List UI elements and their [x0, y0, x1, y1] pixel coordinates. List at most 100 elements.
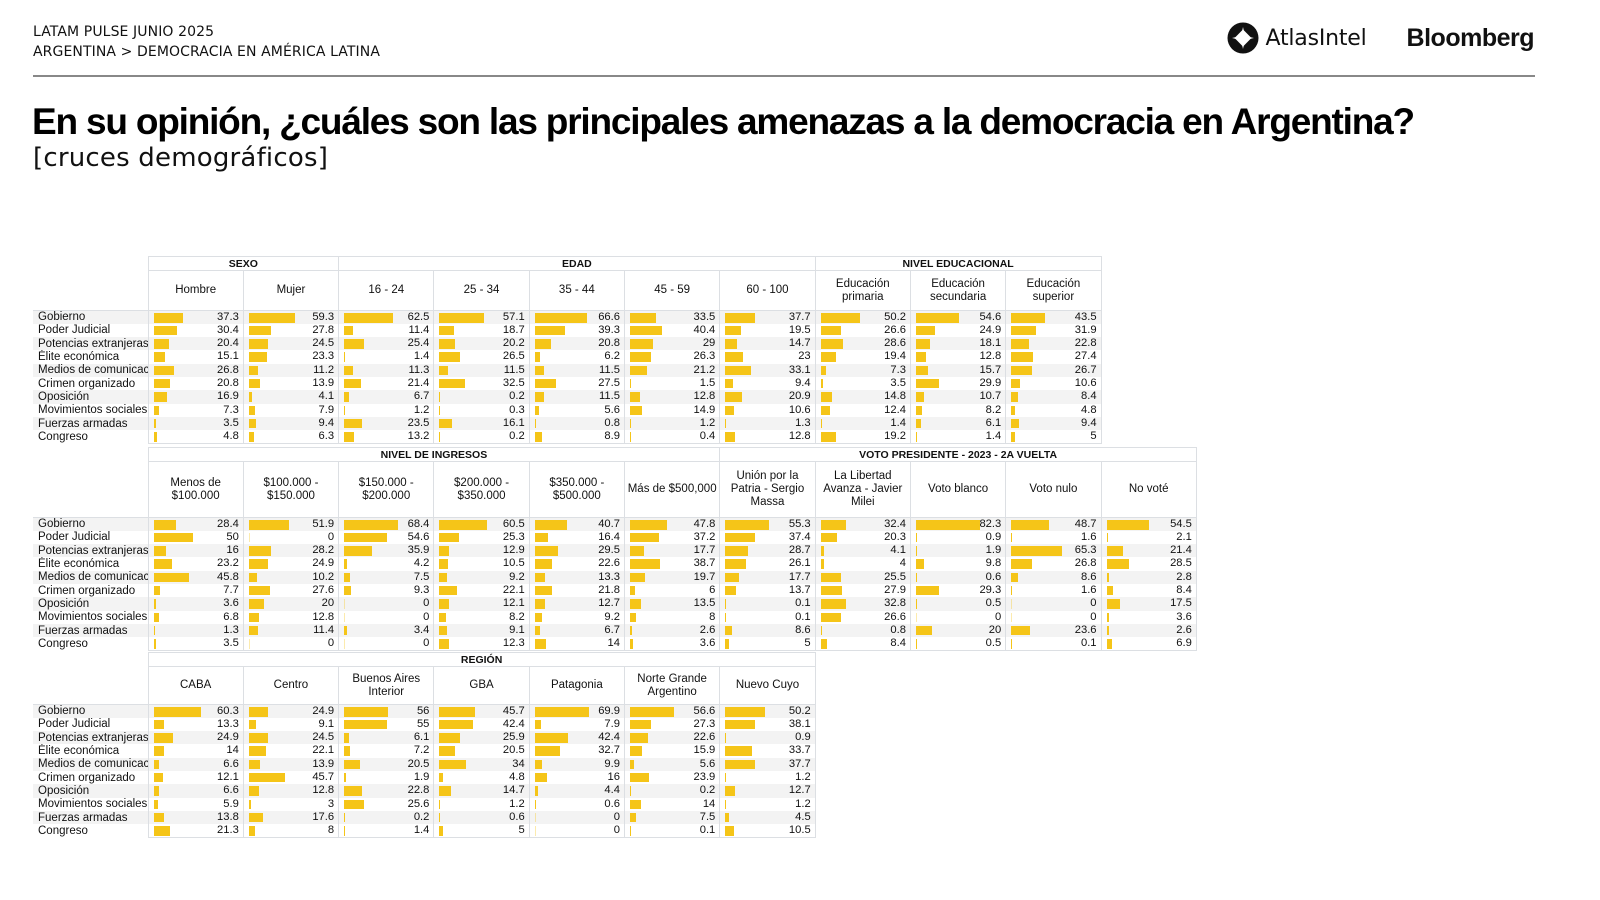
data-cell: 38.1 [719, 717, 816, 732]
data-cell: 33.1 [719, 363, 816, 377]
data-cell: 23.5 [338, 416, 435, 431]
value-label: 50.2 [788, 705, 811, 717]
value-bar [153, 559, 172, 569]
data-cell: 14 [147, 744, 244, 758]
value-bar [1011, 625, 1030, 636]
data-cell: 21.4 [1100, 544, 1197, 558]
column-header: Nuevo Cuyo [719, 666, 816, 705]
value-label: 0.6 [604, 797, 620, 810]
value-bar [915, 612, 917, 623]
value-bar [629, 826, 631, 836]
data-cell: 21.3 [147, 824, 244, 838]
table-row: Potencias extranjeras 20.4 24.5 25.4 20.2 20.… [33, 337, 1102, 351]
value-bar [534, 826, 536, 836]
table-row: Gobierno 28.4 51.9 68.4 60.5 40.7 47.8 55.3 32.4… [33, 516, 1197, 531]
row-label: Oposición [33, 390, 148, 404]
value-bar [248, 378, 260, 389]
data-cell: 51.9 [242, 516, 340, 531]
data-cell: 16.9 [147, 390, 244, 404]
value-label: 11.5 [503, 363, 525, 376]
table-row: Crimen organizado 20.8 13.9 21.4 32.5 27.5 1.5… [33, 376, 1102, 391]
data-cell: 37.7 [719, 309, 816, 324]
value-bar [820, 546, 824, 556]
value-label: 42.4 [502, 717, 525, 730]
value-label: 54.5 [1170, 518, 1192, 530]
value-label: 10.5 [502, 557, 525, 570]
value-label: 14 [702, 797, 716, 810]
value-label: 4.5 [795, 810, 811, 823]
value-bar [153, 746, 165, 756]
breadcrumb: ARGENTINA > DEMOCRACIA EN AMÉRICA LATINA [33, 44, 381, 60]
value-bar [153, 786, 159, 796]
value-bar [248, 520, 290, 530]
data-cell: 25.4 [338, 337, 435, 351]
value-label: 13.9 [312, 757, 335, 770]
data-cell: 18.7 [433, 323, 530, 338]
value-label: 0 [327, 637, 335, 650]
value-label: 14.8 [884, 390, 906, 403]
value-label: 32.8 [884, 597, 906, 610]
data-cell: 5.9 [147, 797, 244, 811]
row-label: Congreso [38, 637, 88, 650]
value-bar [725, 612, 727, 623]
value-bar [153, 585, 160, 596]
value-label: 12.7 [598, 597, 620, 610]
value-label: 38.7 [693, 557, 716, 570]
group-header: NIVEL EDUCACIONAL [814, 256, 1102, 271]
data-cell: 23.6 [1005, 623, 1102, 638]
value-bar [1106, 585, 1114, 596]
value-bar [820, 585, 843, 596]
data-cell: 28.2 [242, 544, 340, 558]
row-label: Fuerzas armadas [33, 623, 148, 638]
value-bar [629, 352, 651, 362]
value-bar [248, 733, 268, 743]
column-header: $200.000 - $350.000 [433, 461, 530, 518]
value-bar [344, 378, 361, 389]
value-bar [248, 572, 257, 583]
value-label: 20.8 [217, 376, 239, 389]
data-cell: 22.8 [338, 784, 435, 798]
data-cell: 14.7 [433, 784, 530, 798]
data-cell: 0.8 [814, 623, 911, 638]
value-bar [439, 339, 456, 349]
data-cell: 6.2 [528, 350, 625, 364]
value-bar [1011, 546, 1063, 556]
value-label: 5.6 [699, 757, 716, 770]
value-label: 9.2 [604, 610, 620, 623]
value-bar [248, 746, 267, 756]
data-cell: 22.6 [528, 557, 625, 571]
value-bar [248, 546, 271, 556]
value-bar [439, 365, 449, 376]
value-label: 1.6 [1080, 530, 1097, 543]
value-bar [915, 352, 926, 362]
data-cell: 10.5 [433, 557, 530, 571]
value-bar [534, 325, 566, 336]
data-cell: 40.7 [528, 516, 625, 531]
value-bar [439, 599, 449, 609]
data-cell: 3.5 [147, 416, 244, 431]
value-label: 13.3 [217, 717, 239, 730]
table-row: Medios de comunicac 26.8 11.2 11.3 11.5 11.5 2… [33, 363, 1102, 377]
value-bar [1011, 339, 1030, 349]
value-label: 9.8 [985, 557, 1002, 570]
value-label: 20 [988, 623, 1002, 636]
value-label: 0 [995, 610, 1002, 623]
value-bar [725, 719, 756, 730]
value-label: 20.8 [598, 337, 620, 350]
value-bar [534, 639, 546, 649]
data-cell: 0 [528, 810, 625, 825]
value-label: 1.5 [699, 376, 716, 389]
value-label: 6.2 [604, 350, 620, 363]
value-label: 0 [1090, 597, 1097, 610]
value-label: 4.1 [890, 544, 906, 557]
value-label: 1.4 [890, 416, 906, 429]
value-label: 3.5 [890, 376, 906, 389]
column-header: Educación secundaria [909, 270, 1007, 311]
data-cell: 56.6 [623, 703, 721, 718]
table-row: Potencias extranjeras 16 28.2 35.9 12.9 29.5 1… [33, 544, 1197, 558]
value-bar [1011, 313, 1046, 323]
data-cell: 13.9 [242, 757, 340, 771]
data-cell: 28.4 [147, 516, 244, 531]
data-cell: 1.9 [909, 544, 1007, 558]
value-bar [344, 772, 346, 783]
